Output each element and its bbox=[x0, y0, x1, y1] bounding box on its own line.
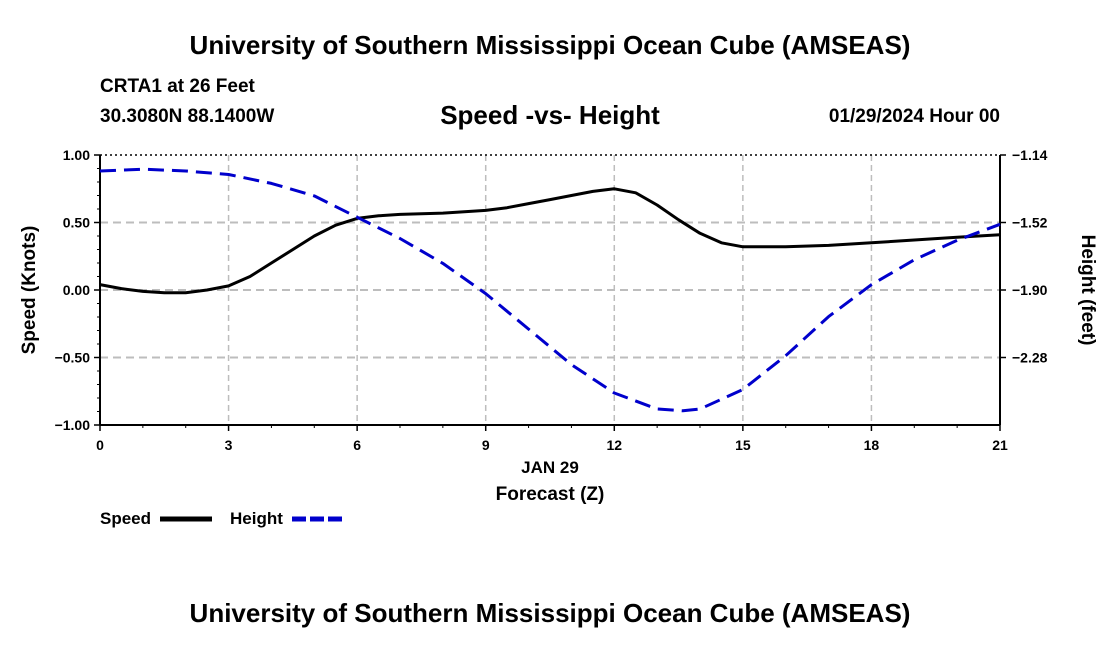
series-line-speed bbox=[99, 187, 1001, 295]
forecast-datetime: 01/29/2024 Hour 00 bbox=[828, 106, 1000, 127]
y-right-tick-label: −1.52 bbox=[1012, 215, 1048, 231]
y-left-tick-label: 0.00 bbox=[63, 282, 90, 298]
legend-label-height: Height bbox=[230, 509, 283, 528]
x-tick-label: 18 bbox=[864, 437, 880, 453]
y-right-tick-label: −2.28 bbox=[1012, 350, 1048, 366]
footer-title: University of Southern Mississippi Ocean… bbox=[189, 598, 911, 628]
station-coordinates: 30.3080N 88.1400W bbox=[100, 106, 275, 127]
chart-subtitle: Speed -vs- Height bbox=[440, 100, 660, 130]
axes: 0 3 6 9 12 15 18 21 1.00 0.50 0.00 −0.50 −1.00 −1.14 −… bbox=[19, 147, 1098, 505]
series-group bbox=[99, 167, 1001, 413]
y-right-tick-label: −1.14 bbox=[1012, 147, 1048, 163]
y-right-tick-label: −1.90 bbox=[1012, 282, 1048, 298]
legend-label-speed: Speed bbox=[100, 509, 151, 528]
x-tick-label: 3 bbox=[225, 437, 233, 453]
x-tick-label: 6 bbox=[353, 437, 361, 453]
grid bbox=[100, 155, 1000, 425]
y-left-tick-label: −0.50 bbox=[55, 350, 91, 366]
series-line-height bbox=[99, 167, 1001, 413]
x-tick-label: 9 bbox=[482, 437, 490, 453]
x-tick-label: 12 bbox=[606, 437, 622, 453]
page-title: University of Southern Mississippi Ocean… bbox=[189, 30, 911, 60]
y-left-tick-label: 0.50 bbox=[63, 215, 90, 231]
station-label: CRTA1 at 26 Feet bbox=[100, 76, 255, 97]
x-tick-label: 0 bbox=[96, 437, 104, 453]
x-tick-label: 21 bbox=[992, 437, 1008, 453]
y-left-tick-label: −1.00 bbox=[55, 417, 91, 433]
y-right-axis-title: Height (feet) bbox=[1077, 235, 1098, 346]
legend: Speed Height bbox=[100, 509, 344, 528]
x-tick-label: 15 bbox=[735, 437, 751, 453]
x-axis-title: Forecast (Z) bbox=[496, 484, 605, 505]
y-left-tick-label: 1.00 bbox=[63, 147, 90, 163]
y-left-axis-title: Speed (Knots) bbox=[19, 226, 40, 355]
x-date-label: JAN 29 bbox=[521, 458, 579, 477]
